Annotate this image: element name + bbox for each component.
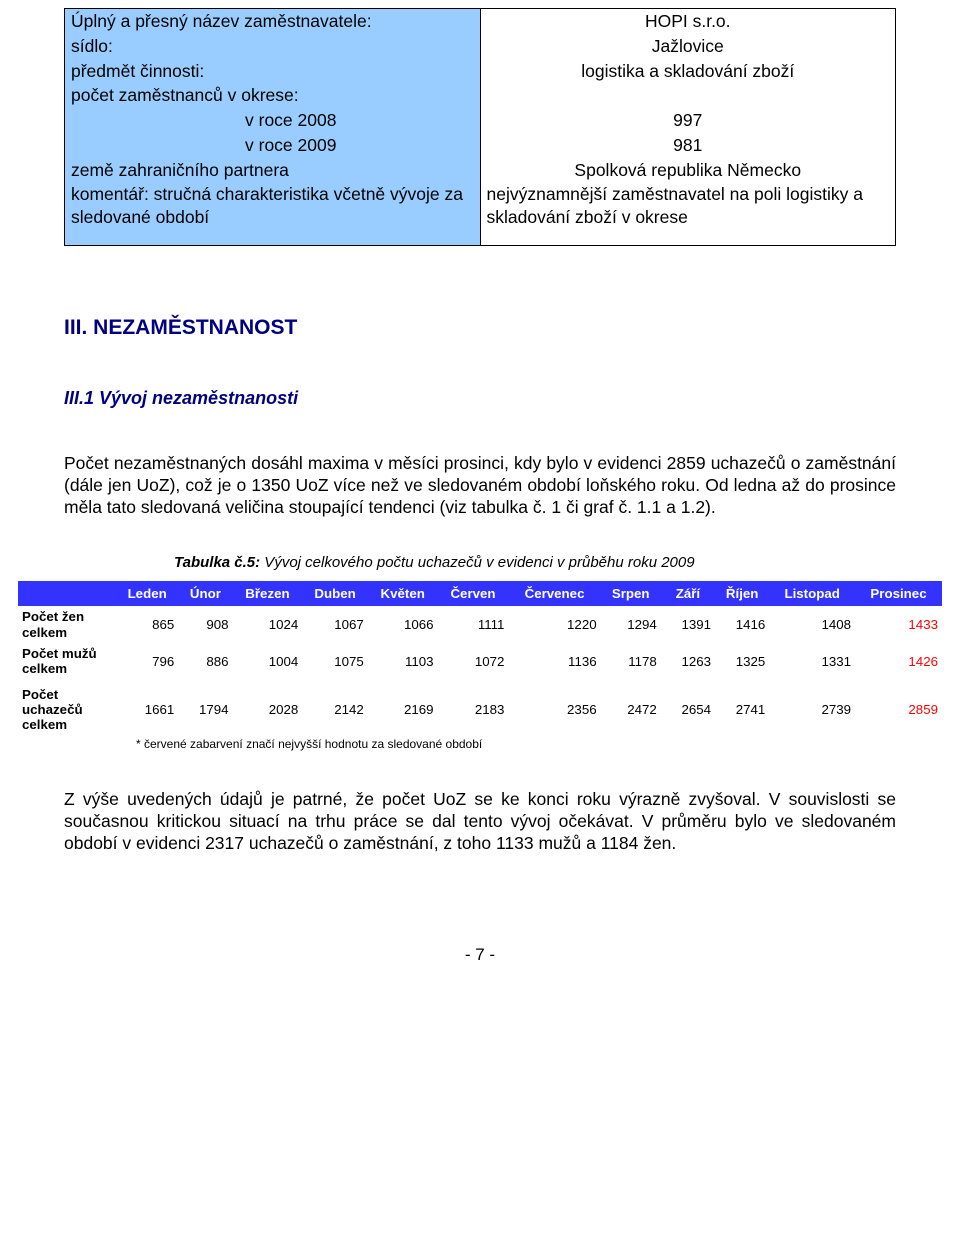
employer-row: počet zaměstnanců v okrese: [65, 83, 896, 108]
month-cell: 2183 [438, 684, 509, 736]
employer-row-label: předmět činnosti: [65, 59, 481, 84]
page-number: - 7 - [64, 945, 896, 965]
month-header-blank [18, 581, 116, 606]
month-cell: 1075 [302, 643, 367, 680]
month-cell: 2859 [855, 684, 942, 736]
employer-row-value: Jažlovice [480, 34, 896, 59]
month-cell: 2169 [368, 684, 438, 736]
month-header-cell: Listopad [769, 581, 855, 606]
month-cell: 2739 [769, 684, 855, 736]
section-heading: III. NEZAMĚSTNANOST [64, 316, 896, 340]
month-cell: 1331 [769, 643, 855, 680]
month-row-men: Počet mužů celkem79688610041075110310721… [18, 643, 942, 680]
month-cell: 1325 [715, 643, 769, 680]
employer-row-label: počet zaměstnanců v okrese: [65, 83, 481, 108]
month-header-cell: Květen [368, 581, 438, 606]
page: Úplný a přesný název zaměstnavatele:HOPI… [0, 0, 960, 985]
month-header-cell: Červen [438, 581, 509, 606]
month-cell: 1103 [368, 643, 438, 680]
month-header-cell: Únor [178, 581, 232, 606]
month-cell: 1426 [855, 643, 942, 680]
employer-row-value: nejvýznamnější zaměstnavatel na poli log… [480, 182, 896, 245]
employer-row: komentář: stručná charakteristika včetně… [65, 182, 896, 245]
month-cell: 2028 [233, 684, 303, 736]
paragraph-2: Z výše uvedených údajů je patrné, že poč… [64, 789, 896, 855]
month-cell: 1024 [233, 606, 303, 643]
month-cell: 796 [116, 643, 178, 680]
month-cell: 1004 [233, 643, 303, 680]
month-row-label: Počet uchazečů celkem [18, 684, 116, 736]
month-cell: 1111 [438, 606, 509, 643]
month-header-cell: Duben [302, 581, 367, 606]
table-caption: Tabulka č.5: Vývoj celkového počtu uchaz… [64, 554, 896, 571]
month-cell: 2654 [661, 684, 715, 736]
employer-row-label: komentář: stručná charakteristika včetně… [65, 182, 481, 245]
employer-row-label: Úplný a přesný název zaměstnavatele: [65, 9, 481, 34]
employer-row-value [480, 83, 896, 108]
employer-row: sídlo:Jažlovice [65, 34, 896, 59]
month-cell: 1416 [715, 606, 769, 643]
sub-heading: III.1 Vývoj nezaměstnanosti [64, 388, 896, 409]
employer-row-value: HOPI s.r.o. [480, 9, 896, 34]
table-caption-prefix: Tabulka č.5: [174, 554, 260, 571]
employer-row: v roce 2008997 [65, 108, 896, 133]
month-header-cell: Říjen [715, 581, 769, 606]
employer-row-value: 981 [480, 133, 896, 158]
employer-row-label: v roce 2008 [65, 108, 481, 133]
employer-row: země zahraničního partneraSpolková repub… [65, 158, 896, 183]
month-cell: 1263 [661, 643, 715, 680]
month-cell: 1136 [508, 643, 600, 680]
month-cell: 1220 [508, 606, 600, 643]
month-header-row: LedenÚnorBřezenDubenKvětenČervenČervenec… [18, 581, 942, 606]
month-row-label: Počet mužů celkem [18, 643, 116, 680]
month-header-cell: Prosinec [855, 581, 942, 606]
employer-table: Úplný a přesný název zaměstnavatele:HOPI… [64, 8, 896, 246]
month-cell: 1661 [116, 684, 178, 736]
table-caption-rest: Vývoj celkového počtu uchazečů v evidenc… [260, 554, 694, 571]
month-cell: 2356 [508, 684, 600, 736]
month-header-cell: Srpen [601, 581, 661, 606]
month-table-wrapper: LedenÚnorBřezenDubenKvětenČervenČervenec… [18, 581, 942, 735]
month-cell: 1408 [769, 606, 855, 643]
footnote: * červené zabarvení značí nejvyšší hodno… [64, 737, 896, 751]
month-cell: 1178 [601, 643, 661, 680]
month-row-women: Počet žen celkem865908102410671066111112… [18, 606, 942, 643]
month-cell: 1294 [601, 606, 661, 643]
employer-row: v roce 2009981 [65, 133, 896, 158]
month-cell: 1066 [368, 606, 438, 643]
month-row-total: Počet uchazečů celkem1661179420282142216… [18, 684, 942, 736]
month-cell: 1391 [661, 606, 715, 643]
month-cell: 1072 [438, 643, 509, 680]
employer-row: Úplný a přesný název zaměstnavatele:HOPI… [65, 9, 896, 34]
month-cell: 865 [116, 606, 178, 643]
employer-row-label: v roce 2009 [65, 133, 481, 158]
month-cell: 886 [178, 643, 232, 680]
month-table: LedenÚnorBřezenDubenKvětenČervenČervenec… [18, 581, 942, 735]
month-cell: 1794 [178, 684, 232, 736]
employer-row-label: sídlo: [65, 34, 481, 59]
month-cell: 2741 [715, 684, 769, 736]
employer-row-value: Spolková republika Německo [480, 158, 896, 183]
month-header-cell: Září [661, 581, 715, 606]
month-header-cell: Březen [233, 581, 303, 606]
month-row-label: Počet žen celkem [18, 606, 116, 643]
employer-row-value: logistika a skladování zboží [480, 59, 896, 84]
month-cell: 908 [178, 606, 232, 643]
month-header-cell: Červenec [508, 581, 600, 606]
month-cell: 2472 [601, 684, 661, 736]
month-cell: 2142 [302, 684, 367, 736]
month-cell: 1433 [855, 606, 942, 643]
month-cell: 1067 [302, 606, 367, 643]
employer-row: předmět činnosti:logistika a skladování … [65, 59, 896, 84]
employer-row-value: 997 [480, 108, 896, 133]
month-header-cell: Leden [116, 581, 178, 606]
employer-row-label: země zahraničního partnera [65, 158, 481, 183]
paragraph-1: Počet nezaměstnaných dosáhl maxima v měs… [64, 453, 896, 519]
